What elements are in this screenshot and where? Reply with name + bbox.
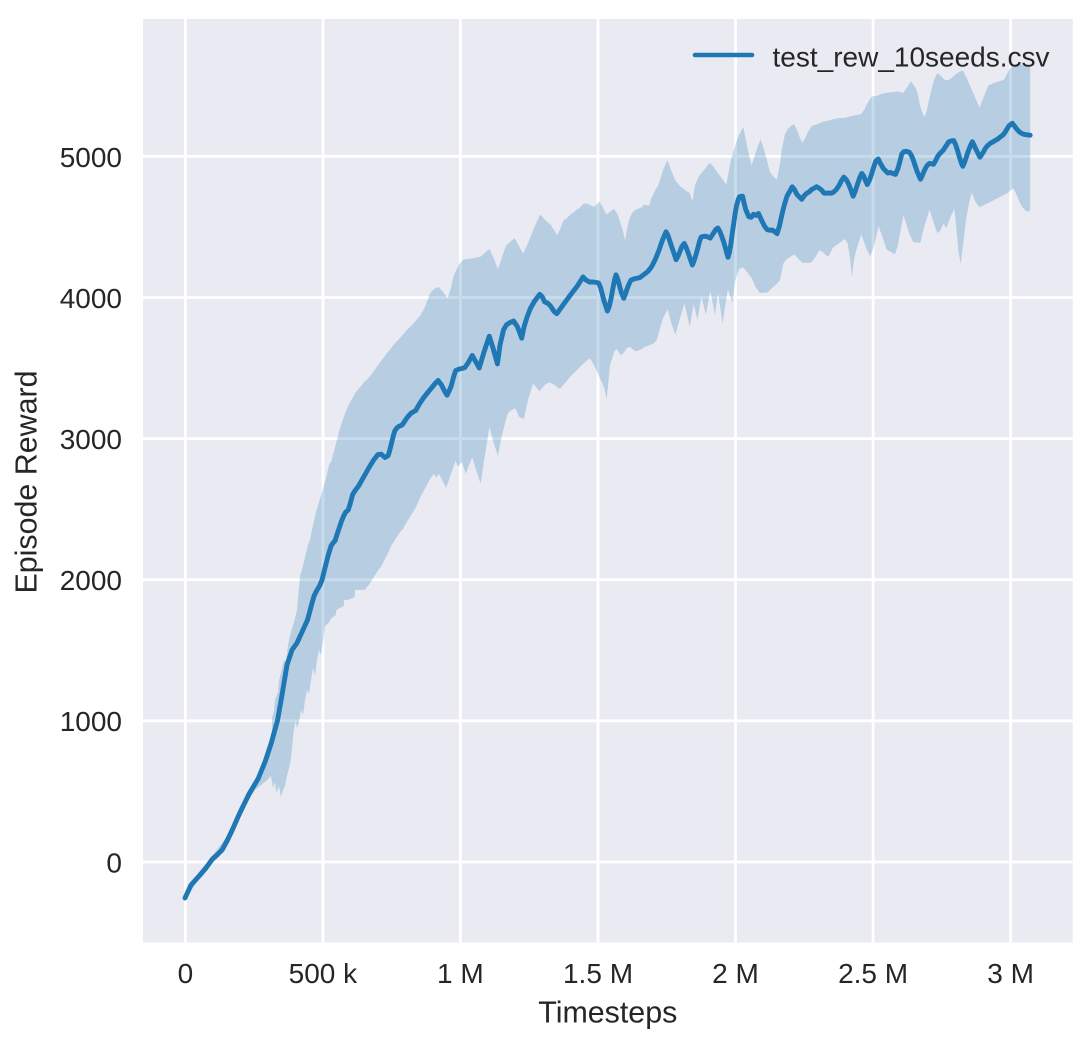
svg-text:3 M: 3 M [987, 958, 1034, 989]
svg-text:2000: 2000 [60, 565, 122, 596]
svg-text:4000: 4000 [60, 283, 122, 314]
svg-text:1000: 1000 [60, 706, 122, 737]
svg-text:test_rew_10seeds.csv: test_rew_10seeds.csv [773, 42, 1050, 73]
svg-text:2 M: 2 M [712, 958, 759, 989]
svg-text:0: 0 [106, 847, 122, 878]
svg-text:Timesteps: Timesteps [538, 996, 677, 1030]
svg-text:5000: 5000 [60, 142, 122, 173]
svg-text:500 k: 500 k [289, 958, 358, 989]
svg-text:1.5 M: 1.5 M [563, 958, 633, 989]
svg-text:1 M: 1 M [437, 958, 484, 989]
svg-text:3000: 3000 [60, 424, 122, 455]
svg-text:0: 0 [178, 958, 194, 989]
svg-text:Episode Reward: Episode Reward [9, 371, 43, 594]
svg-text:2.5 M: 2.5 M [838, 958, 908, 989]
